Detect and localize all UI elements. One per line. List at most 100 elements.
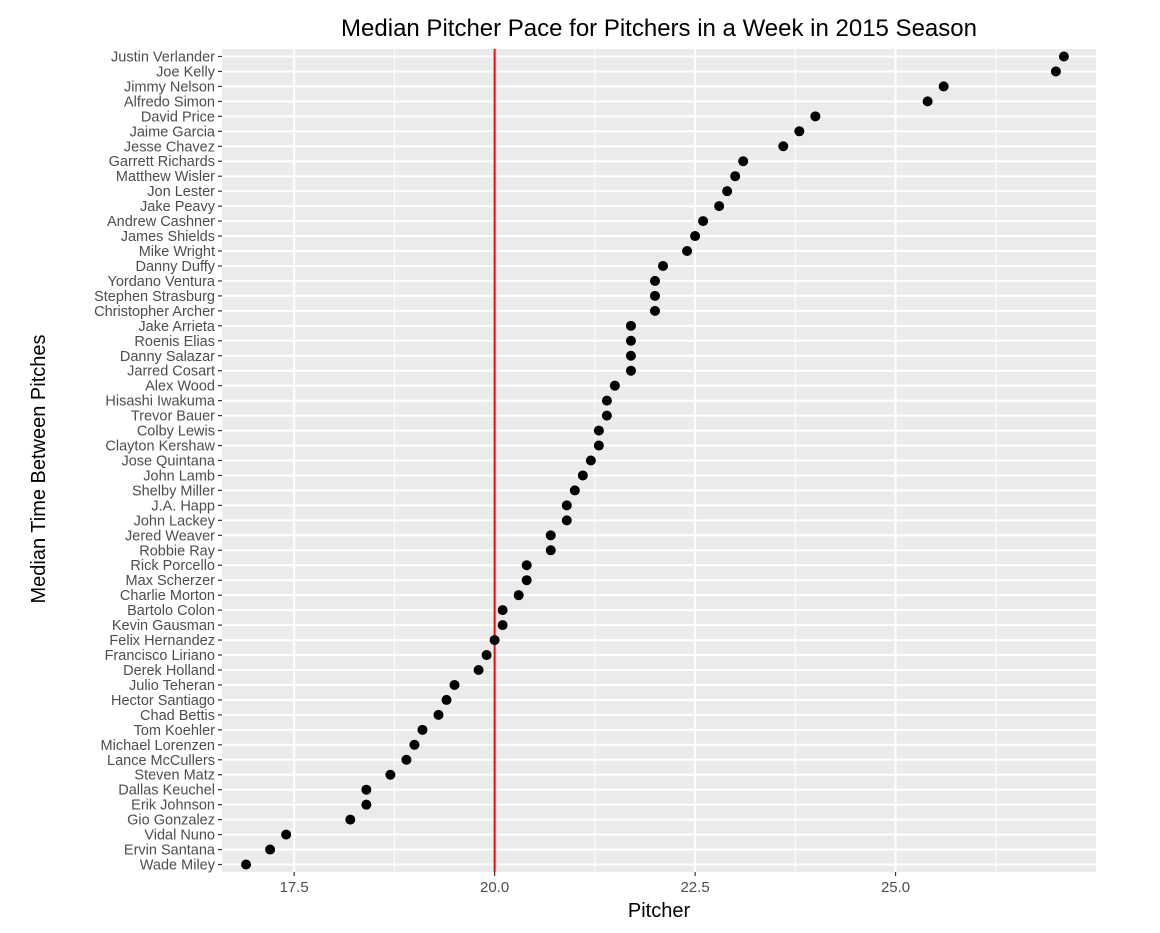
y-tick-label: Christopher Archer	[94, 304, 215, 320]
data-point	[281, 829, 292, 840]
y-tick-label: Jaime Garcia	[130, 124, 216, 140]
data-point	[577, 470, 588, 481]
y-tick-label: Vidal Nuno	[144, 828, 215, 844]
y-tick-label: Danny Duffy	[135, 259, 215, 275]
data-point	[625, 350, 636, 361]
y-tick-label: David Price	[141, 109, 215, 125]
y-tick-label: John Lamb	[143, 468, 215, 484]
y-tick-label: Hector Santiago	[111, 693, 215, 709]
data-point	[409, 739, 420, 750]
data-point	[593, 425, 604, 436]
data-point	[561, 515, 572, 526]
y-tick-label: Colby Lewis	[137, 424, 215, 440]
y-tick-label: Joe Kelly	[156, 64, 216, 80]
data-point	[441, 694, 452, 705]
y-tick-label: John Lackey	[134, 513, 216, 529]
data-point	[609, 380, 620, 391]
data-point	[625, 335, 636, 346]
data-point	[561, 500, 572, 511]
data-point	[730, 171, 741, 182]
y-tick-label: Jarred Cosart	[127, 364, 215, 380]
y-tick-label: Alfredo Simon	[124, 94, 215, 110]
data-point	[569, 485, 580, 496]
y-tick-label: Danny Salazar	[120, 349, 215, 365]
y-tick-label: Ervin Santana	[124, 843, 216, 859]
y-tick-label: Justin Verlander	[111, 49, 215, 65]
y-tick-label: Bartolo Colon	[127, 603, 215, 619]
y-tick-label: Jimmy Nelson	[124, 79, 215, 95]
data-point	[361, 799, 372, 810]
data-point	[417, 724, 428, 735]
y-tick-label: Jesse Chavez	[124, 139, 215, 155]
y-tick-label: Felix Hernandez	[109, 633, 215, 649]
data-point	[601, 395, 612, 406]
y-tick-label: Michael Lorenzen	[101, 738, 215, 754]
y-tick-label: Shelby Miller	[132, 483, 215, 499]
data-point	[521, 560, 532, 571]
y-tick-label: Francisco Liriano	[105, 648, 215, 664]
y-tick-label: James Shields	[121, 229, 215, 245]
y-tick-label: Wade Miley	[140, 858, 216, 874]
data-point	[601, 410, 612, 421]
data-point	[361, 784, 372, 795]
data-point	[698, 216, 709, 227]
y-tick-label: Clayton Kershaw	[105, 439, 215, 455]
x-tick-label: 17.5	[280, 879, 309, 896]
data-point	[1050, 66, 1061, 77]
x-axis: 17.5 20.0 22.5 25.0	[280, 872, 910, 896]
data-point	[714, 201, 725, 212]
data-point	[649, 305, 660, 316]
data-point	[738, 156, 749, 167]
y-tick-label: Alex Wood	[145, 379, 215, 395]
y-tick-label: Charlie Morton	[120, 588, 215, 604]
y-tick-label: Lance McCullers	[107, 753, 215, 769]
y-tick-label: Jake Arrieta	[138, 319, 215, 335]
data-point	[513, 590, 524, 601]
data-point	[649, 290, 660, 301]
y-tick-label: Robbie Ray	[139, 543, 216, 559]
y-tick-label: Stephen Strasburg	[94, 289, 215, 305]
data-point	[593, 440, 604, 451]
y-tick-label: Derek Holland	[123, 663, 215, 679]
y-tick-label: Erik Johnson	[131, 798, 215, 814]
data-point	[265, 844, 276, 855]
x-tick-label: 22.5	[680, 879, 709, 896]
data-point	[658, 260, 669, 271]
y-tick-label: Rick Porcello	[130, 558, 215, 574]
y-tick-label: Jake Peavy	[140, 199, 216, 215]
x-axis-label: Pitcher	[628, 900, 691, 922]
data-point	[545, 545, 556, 556]
data-point	[521, 575, 532, 586]
y-tick-label: Steven Matz	[134, 768, 215, 784]
data-point	[489, 635, 500, 646]
y-tick-label: Julio Teheran	[129, 678, 215, 694]
y-tick-label: Roenis Elias	[134, 334, 215, 350]
y-tick-label: Matthew Wisler	[116, 169, 215, 185]
y-tick-label: Jon Lester	[147, 184, 215, 200]
y-axis-label: Median Time Between Pitches	[28, 334, 50, 603]
data-point	[625, 320, 636, 331]
y-tick-label: Jose Quintana	[121, 454, 215, 470]
data-point	[722, 186, 733, 197]
data-point	[497, 620, 508, 631]
x-tick-label: 20.0	[480, 879, 509, 896]
data-point	[1058, 51, 1069, 62]
data-point	[449, 679, 460, 690]
data-point	[473, 664, 484, 675]
y-tick-label: Tom Koehler	[134, 723, 216, 739]
data-point	[690, 231, 701, 242]
data-point	[794, 126, 805, 137]
data-point	[385, 769, 396, 780]
y-tick-label: Jered Weaver	[125, 528, 215, 544]
y-tick-label: Trevor Bauer	[131, 409, 215, 425]
data-point	[481, 650, 492, 661]
data-point	[401, 754, 412, 765]
y-tick-label: Hisashi Iwakuma	[105, 394, 216, 410]
data-point	[345, 814, 356, 825]
y-tick-label: Mike Wright	[139, 244, 215, 260]
data-point	[497, 605, 508, 616]
y-tick-label: Max Scherzer	[126, 573, 216, 589]
